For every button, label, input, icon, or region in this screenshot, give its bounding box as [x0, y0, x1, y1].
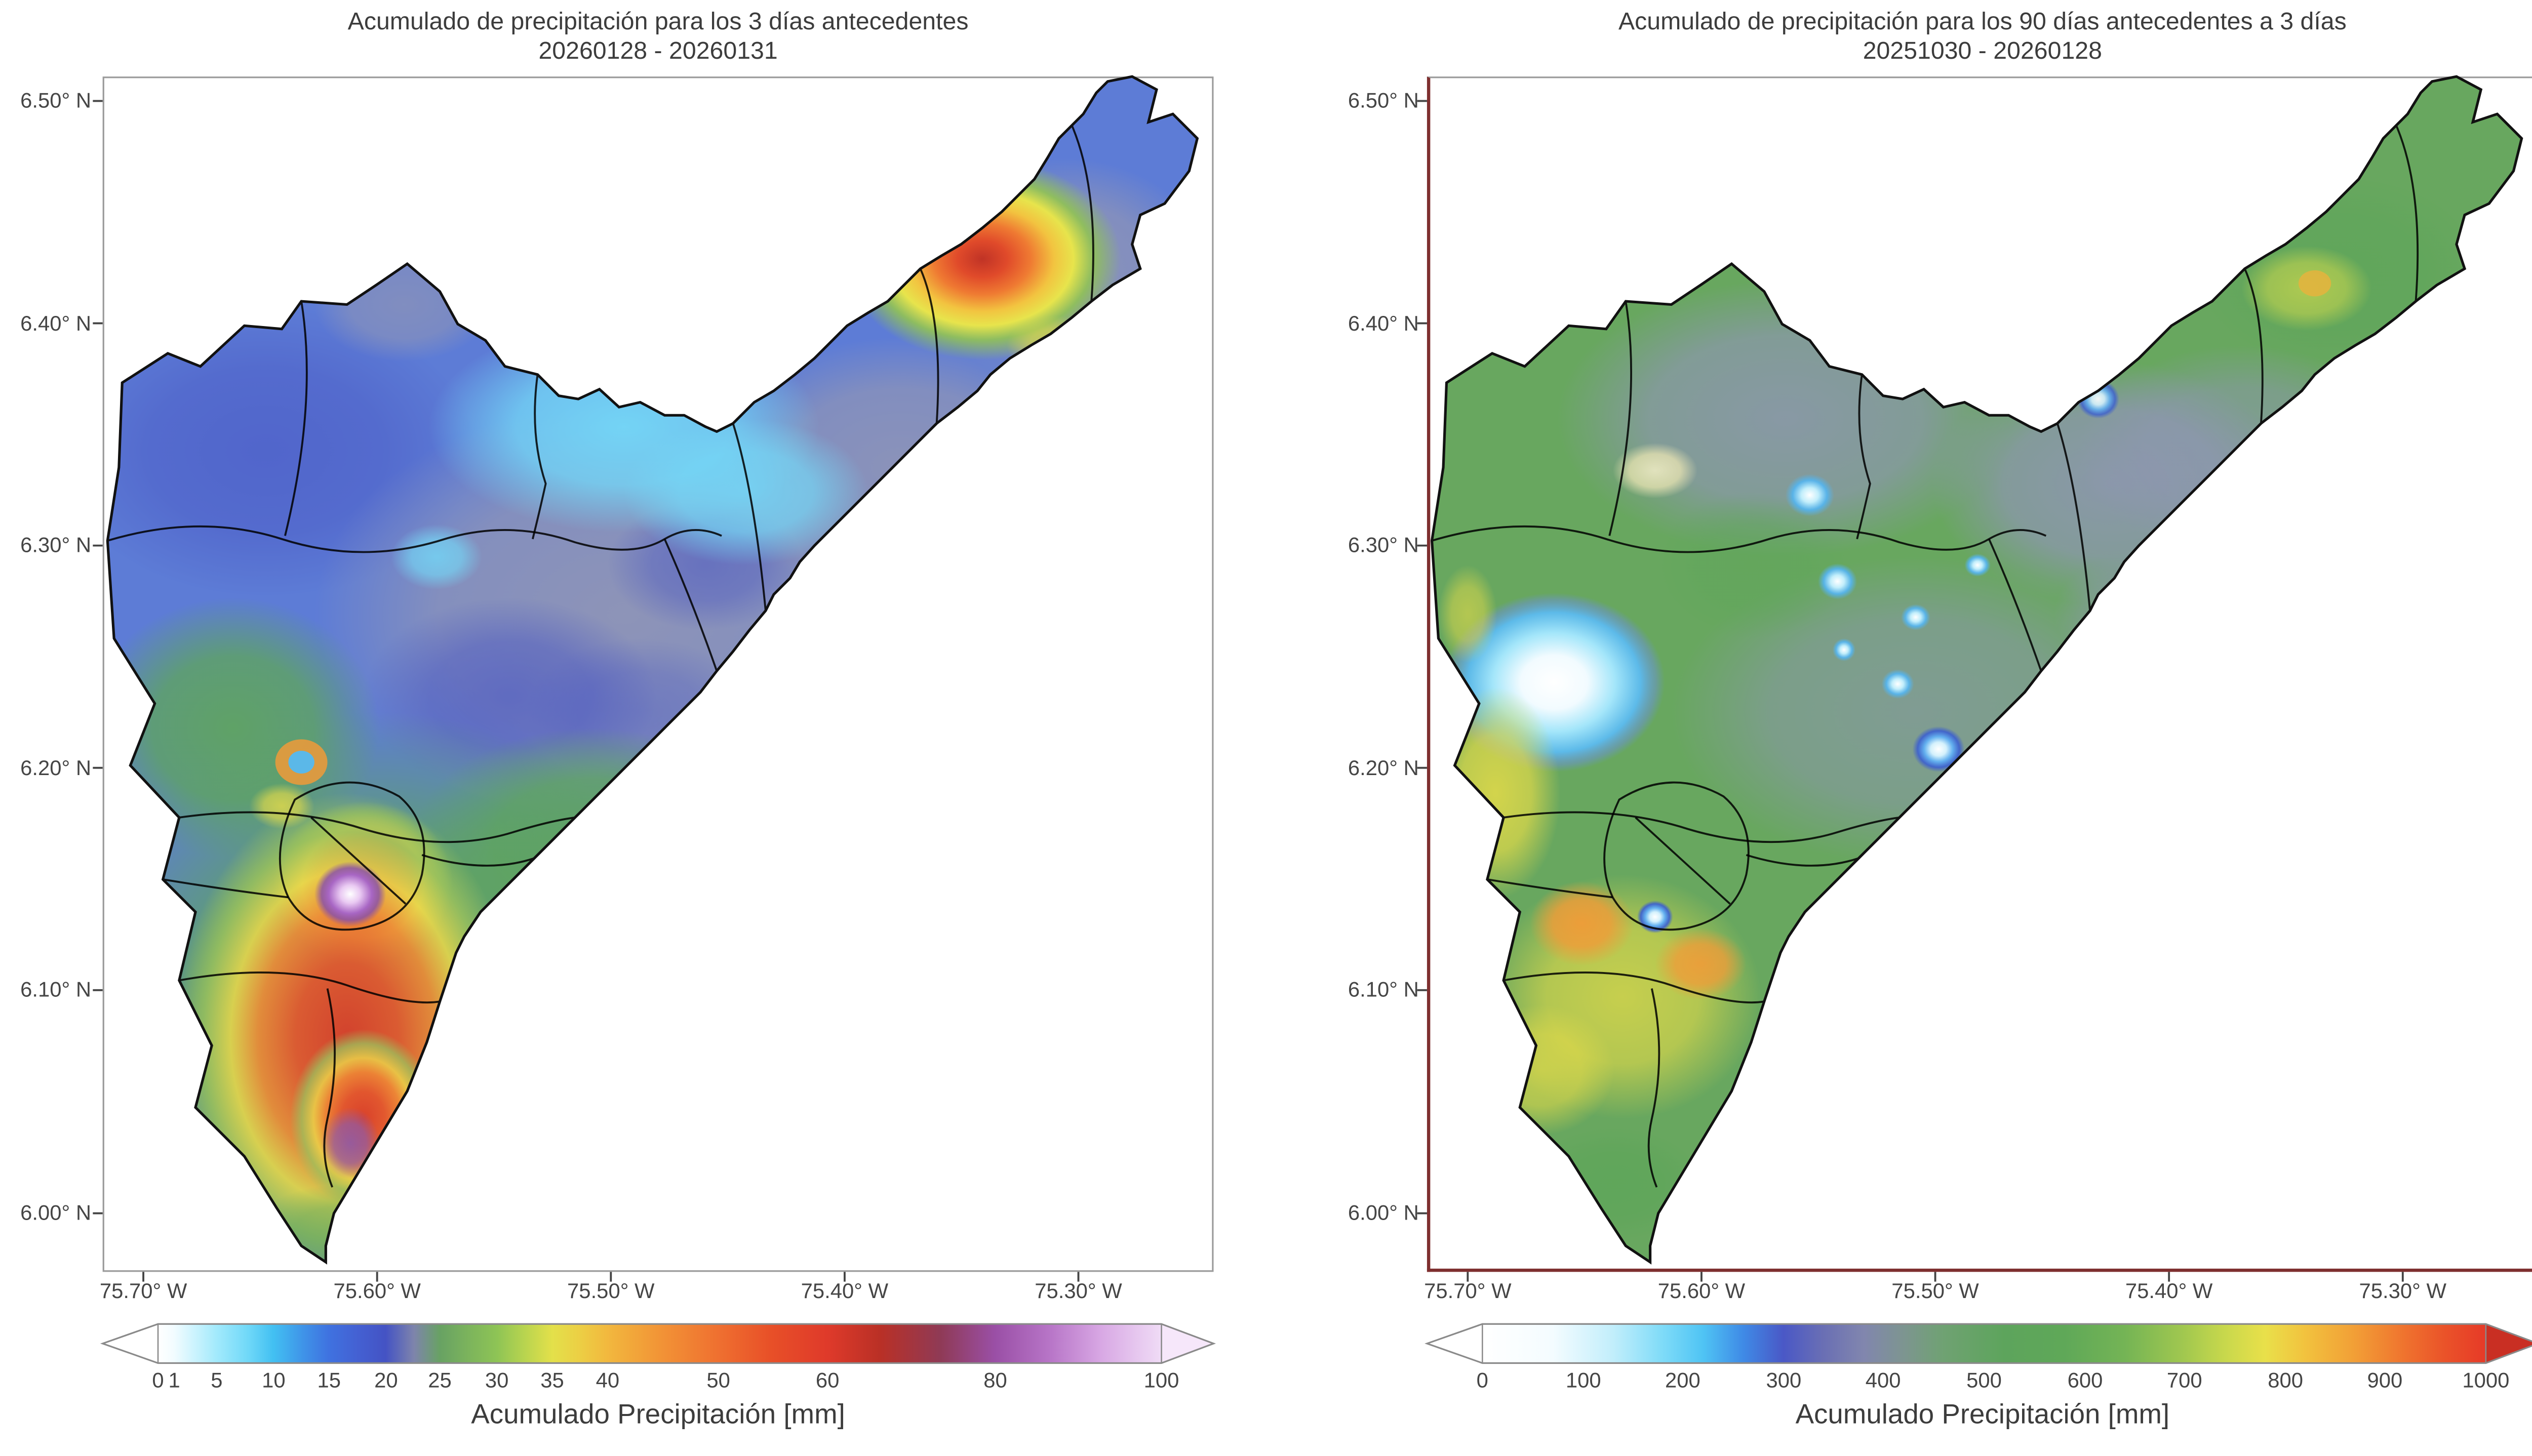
left-lat-tick-640: 6.40° N: [20, 311, 92, 336]
cbar3-tick: 40: [596, 1368, 620, 1393]
right-map-subtitle-daterange: 20251030 - 20260128: [1863, 37, 2102, 65]
right-lon-tick-7550: 75.50° W: [1891, 1278, 1979, 1303]
left-map-fill: [107, 76, 1198, 1263]
cbar90-tick: 300: [1766, 1368, 1802, 1393]
cbar3-tick: 100: [1143, 1368, 1179, 1393]
cbar3-tick: 35: [540, 1368, 564, 1393]
cbar3-tick: 10: [262, 1368, 286, 1393]
precipitation-map-3day: [92, 76, 1214, 1283]
cbar3-tick: 25: [428, 1368, 452, 1393]
cbar3-tick: 80: [983, 1368, 1007, 1393]
left-lon-tick-7530: 75.30° W: [1035, 1278, 1122, 1303]
cbar90-tick: 1000: [2462, 1368, 2510, 1393]
left-lon-tick-7550: 75.50° W: [567, 1278, 655, 1303]
left-lat-tick-630: 6.30° N: [20, 532, 92, 557]
cbar3-tick: 20: [374, 1368, 398, 1393]
cbar90-tick: 700: [2166, 1368, 2202, 1393]
cbar90-label: Acumulado Precipitación [mm]: [1795, 1399, 2170, 1430]
cbar3-tick: 15: [317, 1368, 341, 1393]
cbar3-label: Acumulado Precipitación [mm]: [471, 1399, 845, 1430]
cbar3-tick: 0: [152, 1368, 164, 1393]
cbar90-tick: 200: [1665, 1368, 1700, 1393]
left-lon-tick-7570: 75.70° W: [99, 1278, 187, 1303]
cbar90-tick: 800: [2268, 1368, 2304, 1393]
cbar3-tick: 50: [706, 1368, 730, 1393]
left-lat-tick-650: 6.50° N: [20, 88, 92, 112]
right-map-fill: [1432, 76, 2522, 1263]
left-map-subtitle-daterange: 20260128 - 20260131: [538, 37, 778, 65]
cbar3-tick: 30: [485, 1368, 509, 1393]
left-lat-tick-610: 6.10° N: [20, 977, 92, 1002]
right-lat-tick-650: 6.50° N: [1348, 88, 1419, 112]
right-lat-tick-630: 6.30° N: [1348, 532, 1419, 557]
cbar90-tick: 600: [2067, 1368, 2103, 1393]
cbar90-tick: 0: [1476, 1368, 1488, 1393]
right-lon-tick-7540: 75.40° W: [2125, 1278, 2213, 1303]
left-lon-tick-7540: 75.40° W: [801, 1278, 889, 1303]
left-lat-tick-620: 6.20° N: [20, 755, 92, 780]
cbar90-tick: 500: [1966, 1368, 2002, 1393]
right-lon-tick-7530: 75.30° W: [2359, 1278, 2447, 1303]
cbar3-tick: 1: [168, 1368, 180, 1393]
left-lat-tick-600: 6.00° N: [20, 1200, 92, 1225]
left-lon-tick-7560: 75.60° W: [333, 1278, 421, 1303]
cbar90-tick: 100: [1565, 1368, 1601, 1393]
right-lat-tick-620: 6.20° N: [1348, 755, 1419, 780]
left-map-title: Acumulado de precipitación para los 3 dí…: [347, 8, 969, 36]
right-lat-tick-640: 6.40° N: [1348, 311, 1419, 336]
precipitation-map-90day: [1416, 76, 2532, 1283]
right-lon-tick-7560: 75.60° W: [1657, 1278, 1746, 1303]
cbar3-tick: 5: [211, 1368, 223, 1393]
right-lon-tick-7570: 75.70° W: [1424, 1278, 1512, 1303]
right-lat-tick-610: 6.10° N: [1348, 977, 1419, 1002]
right-lat-tick-600: 6.00° N: [1348, 1200, 1419, 1225]
cbar90-tick: 400: [1865, 1368, 1901, 1393]
cbar90-tick: 900: [2367, 1368, 2403, 1393]
colorbar-3day: [100, 1323, 1216, 1364]
right-map-title: Acumulado de precipitación para los 90 d…: [1618, 8, 2347, 36]
colorbar-90day: [1425, 1323, 2532, 1364]
cbar3-tick: 60: [815, 1368, 840, 1393]
